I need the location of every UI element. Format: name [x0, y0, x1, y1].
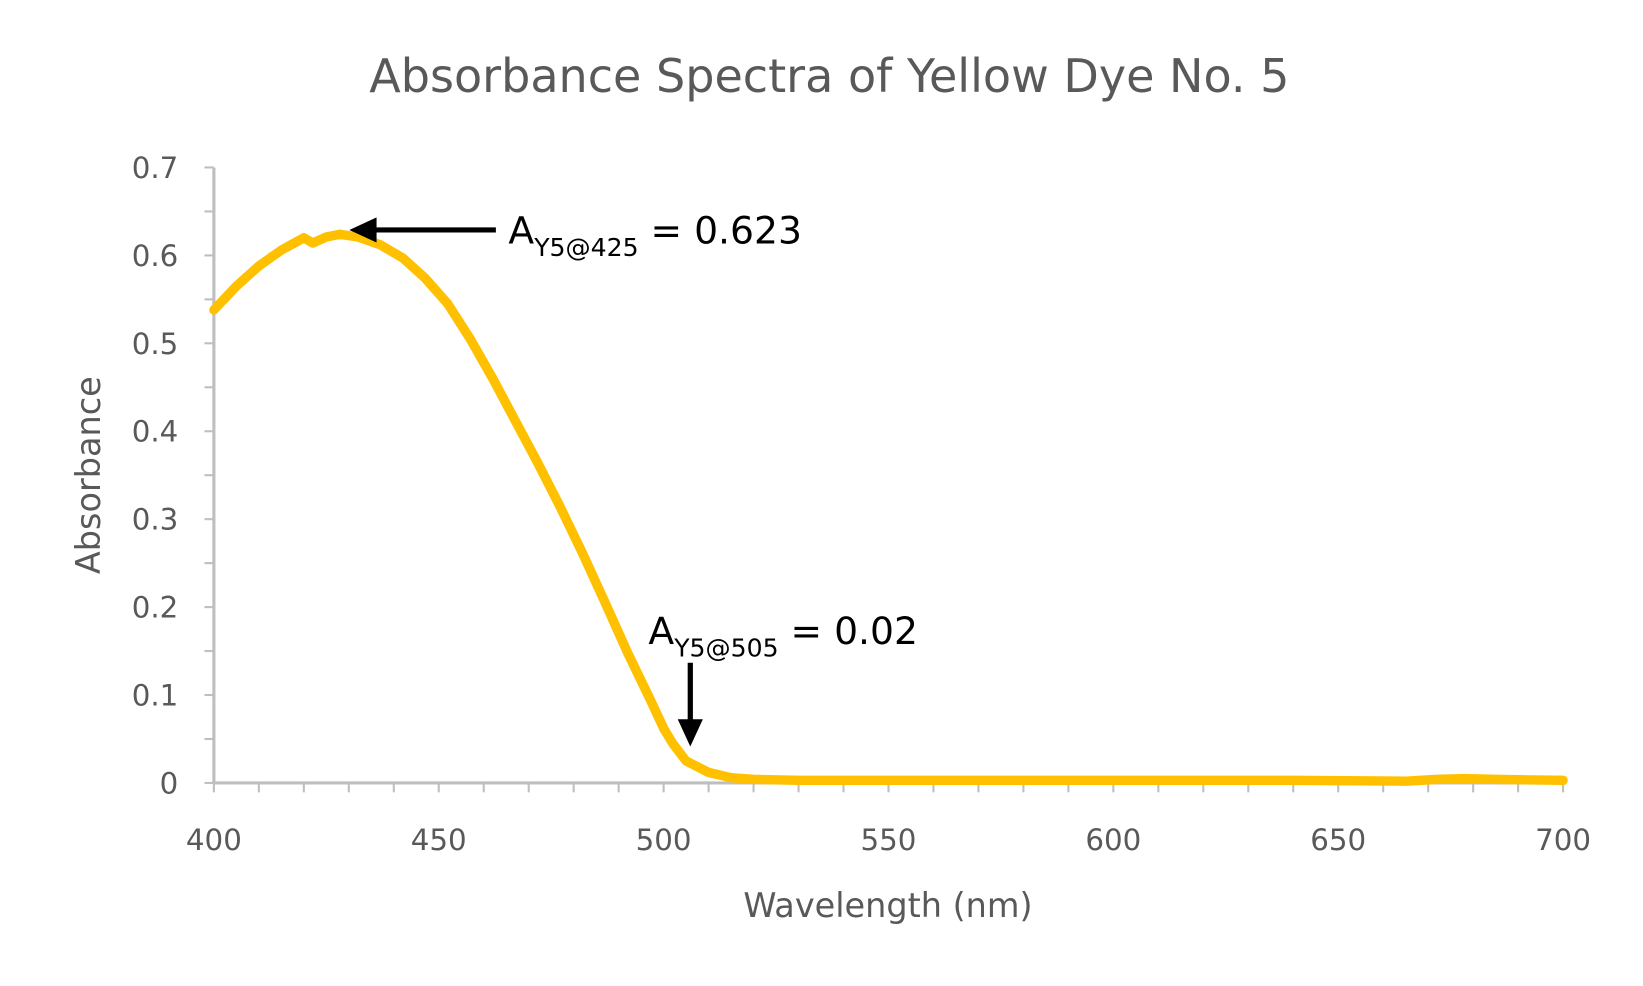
annotation-label: AY5@505 = 0.02 — [648, 609, 918, 663]
y-tick-label: 0.1 — [132, 678, 179, 712]
y-tick-label: 0.6 — [132, 239, 179, 273]
x-axis-title: Wavelength (nm) — [743, 886, 1032, 925]
y-tick-label: 0.2 — [132, 591, 179, 625]
y-axis-title: Absorbance — [69, 376, 108, 574]
y-tick-label: 0 — [160, 766, 179, 800]
x-tick-label: 600 — [1085, 823, 1141, 857]
x-tick-label: 500 — [636, 823, 692, 857]
arrow-head-icon — [349, 217, 377, 243]
y-tick-label: 0.3 — [132, 503, 179, 537]
annotation-value: = 0.623 — [639, 209, 802, 253]
annotation-subscript: Y5@425 — [533, 233, 638, 262]
x-tick-label: 450 — [411, 823, 467, 857]
chart-title: Absorbance Spectra of Yellow Dye No. 5 — [369, 49, 1289, 103]
x-tick-label: 700 — [1535, 823, 1591, 857]
annotation-main: A — [648, 609, 674, 653]
annotation-main: A — [508, 209, 534, 253]
x-tick-label: 650 — [1310, 823, 1366, 857]
x-tick-label: 550 — [861, 823, 917, 857]
annotation-y5-at-425: AY5@425 = 0.623 — [349, 209, 802, 263]
series-line-yellow-dye — [209, 229, 1568, 786]
y-tick-label: 0.5 — [132, 327, 179, 361]
x-tick-label: 400 — [186, 823, 242, 857]
annotation-y5-at-505: AY5@505 = 0.02 — [648, 609, 918, 747]
y-tick-label: 0.7 — [132, 151, 179, 185]
y-tick-label: 0.4 — [132, 415, 179, 449]
arrow-head-icon — [677, 719, 703, 747]
tick-labels: 0 0.1 0.2 0.3 0.4 0.5 0.6 0.7 400 450 500 550 600 650… — [132, 151, 1591, 857]
annotation-subscript: Y5@505 — [673, 633, 778, 662]
annotation-value: = 0.02 — [779, 609, 918, 653]
annotation-label: AY5@425 = 0.623 — [508, 209, 802, 263]
